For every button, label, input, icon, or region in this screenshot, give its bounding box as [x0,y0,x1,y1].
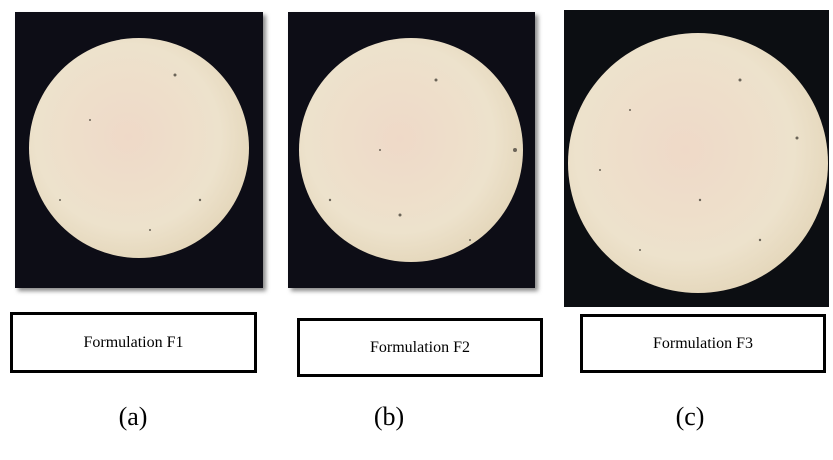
panel-label: (c) [676,402,705,432]
micrograph-field [29,38,249,258]
figure: Formulation F1 Formulation F2 Formulatio… [0,0,833,460]
panel-label: (b) [374,402,404,432]
caption: Formulation F3 [653,335,753,353]
micrograph-field [568,33,828,293]
micrographs [0,0,833,320]
caption-box: Formulation F1 [10,312,257,373]
caption: Formulation F1 [83,334,183,352]
caption-box: Formulation F2 [297,318,543,377]
caption-box: Formulation F3 [580,314,826,373]
micrograph-field [299,38,523,262]
panel-label: (a) [119,402,148,432]
caption: Formulation F2 [370,339,470,357]
